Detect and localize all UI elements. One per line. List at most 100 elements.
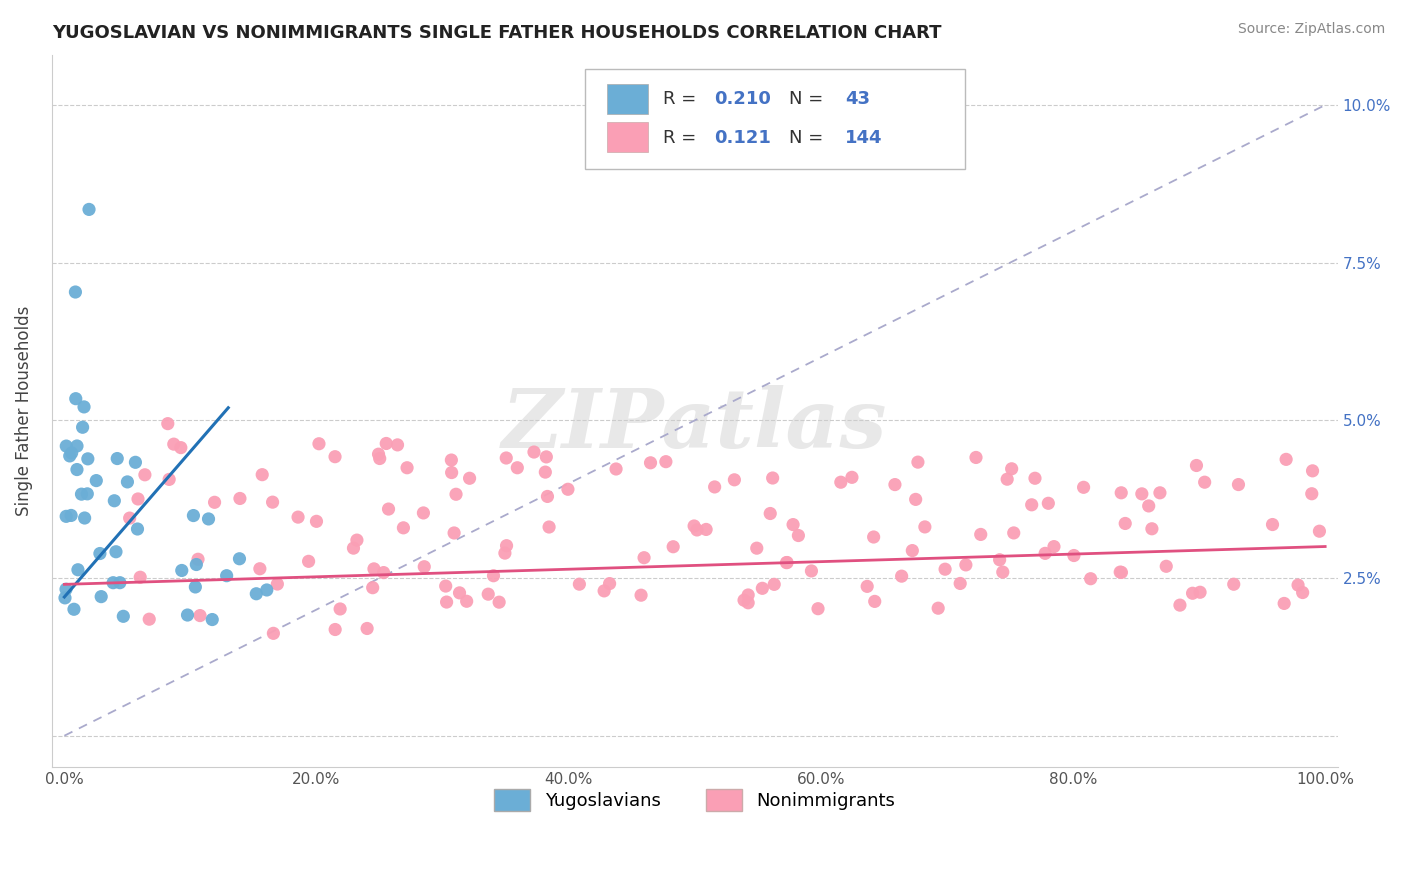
Point [124,455,146,469]
Point [163,437,186,451]
Point [183,508,205,523]
Point [444,487,467,501]
Point [1194,475,1216,490]
Point [127,522,149,536]
Point [76,487,98,501]
Point [184,580,207,594]
Point [884,477,907,491]
Point [53,591,76,605]
Point [1043,540,1066,554]
Point [346,533,368,548]
Point [413,559,436,574]
Point [763,577,786,591]
Point [995,472,1018,486]
Point [77,202,100,217]
Point [434,579,457,593]
Point [105,451,128,466]
Point [89,547,111,561]
Point [134,467,156,482]
Point [1080,572,1102,586]
Point [759,507,782,521]
Point [297,554,319,568]
Bar [607,84,648,114]
Point [991,565,1014,579]
Text: ZIPatlas: ZIPatlas [502,385,887,465]
Point [495,450,517,465]
Point [266,577,288,591]
Point [640,456,662,470]
Point [1140,522,1163,536]
Point [70,487,93,501]
Point [101,575,124,590]
Point [1261,517,1284,532]
Point [745,541,768,556]
Point [186,558,208,572]
Point [477,587,499,601]
Text: YUGOSLAVIAN VS NONIMMIGRANTS SINGLE FATHER HOUSEHOLDS CORRELATION CHART: YUGOSLAVIAN VS NONIMMIGRANTS SINGLE FATH… [52,24,941,42]
Point [440,453,463,467]
Point [440,466,463,480]
Point [807,601,830,615]
Point [1272,596,1295,610]
Point [373,566,395,580]
Text: R =: R = [662,129,707,147]
Point [443,526,465,541]
Point [65,392,87,406]
Point [494,546,516,560]
Point [733,593,755,607]
Point [90,590,112,604]
Text: 144: 144 [845,129,883,147]
Point [536,490,558,504]
Text: Source: ZipAtlas.com: Source: ZipAtlas.com [1237,22,1385,37]
Point [176,607,198,622]
Point [1302,464,1324,478]
Point [229,491,252,506]
Point [112,609,135,624]
Point [830,475,852,490]
Point [1109,565,1132,579]
Point [368,451,391,466]
Point [84,474,107,488]
Point [1130,487,1153,501]
Point [762,471,785,485]
Point [250,467,273,482]
Point [965,450,987,465]
Point [1109,485,1132,500]
Point [683,519,706,533]
Point [449,586,471,600]
Point [55,582,77,597]
Point [249,562,271,576]
Point [1189,585,1212,599]
Text: R =: R = [662,90,702,108]
Point [118,511,141,525]
Point [1114,516,1136,531]
Point [201,613,224,627]
Point [262,626,284,640]
Point [1185,458,1208,473]
Point [800,564,823,578]
Point [927,601,949,615]
Point [65,285,87,299]
Point [256,582,278,597]
Point [901,543,924,558]
Point [506,460,529,475]
Point [129,570,152,584]
Point [862,530,884,544]
Point [55,439,77,453]
Point [955,558,977,572]
Point [308,436,330,450]
Point [782,517,804,532]
Point [1033,546,1056,560]
Point [1063,549,1085,563]
Point [117,475,139,489]
Point [59,449,82,463]
Point [323,623,346,637]
Point [1149,485,1171,500]
Point [633,550,655,565]
Point [458,471,481,485]
Point [187,552,209,566]
Point [1275,452,1298,467]
Point [73,400,96,414]
Point [599,576,621,591]
Point [1181,586,1204,600]
